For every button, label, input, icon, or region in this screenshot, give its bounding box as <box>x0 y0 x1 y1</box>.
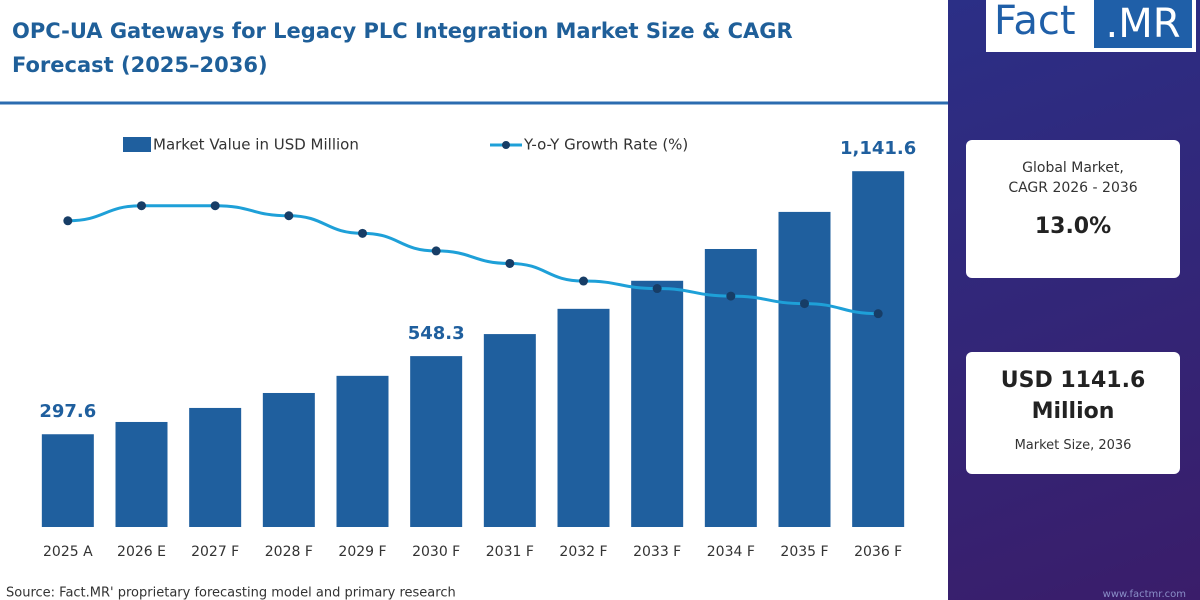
card-label: CAGR 2026 - 2036 <box>1008 180 1138 196</box>
line-marker <box>873 309 883 319</box>
data-label: 297.6 <box>39 401 96 422</box>
card-label: Global Market, <box>1022 160 1124 176</box>
x-tick-label: 2026 E <box>117 544 166 560</box>
size-card: USD 1141.6 Million Market Size, 2036 <box>966 352 1180 474</box>
bar <box>631 280 684 527</box>
line-marker <box>210 201 220 211</box>
x-tick-label: 2025 A <box>43 544 93 560</box>
x-tick-label: 2027 F <box>191 544 239 560</box>
logo-text: .MR <box>1094 0 1192 48</box>
logo: Fact .MR <box>986 0 1196 52</box>
x-tick-label: 2036 F <box>854 544 902 560</box>
line-marker <box>579 276 588 286</box>
card-value: Million <box>1031 399 1115 424</box>
data-label: 1,141.6 <box>840 138 916 159</box>
line-marker <box>63 216 73 226</box>
bar <box>41 434 94 527</box>
x-tick-label: 2032 F <box>559 544 607 560</box>
bar <box>852 171 905 527</box>
source-note: Source: Fact.MR' proprietary forecasting… <box>6 586 456 600</box>
line-marker <box>726 291 736 301</box>
bar <box>262 392 315 527</box>
card-value: 13.0% <box>1034 214 1112 239</box>
bar <box>557 308 610 527</box>
website: www.factmr.com <box>1102 589 1186 600</box>
legend-swatch <box>502 141 510 149</box>
bar <box>189 407 242 527</box>
chart-title: OPC-UA Gateways for Legacy PLC Integrati… <box>12 19 793 77</box>
bar <box>115 421 168 527</box>
bar <box>410 356 463 527</box>
line-marker <box>137 201 146 211</box>
data-label: 548.3 <box>408 323 465 344</box>
line-marker <box>800 299 809 309</box>
x-tick-label: 2028 F <box>265 544 313 560</box>
chart: Source: Fact.MR' proprietary forecasting… <box>0 101 948 600</box>
bar <box>336 375 389 527</box>
cagr-card: Global Market, CAGR 2026 - 2036 13.0% <box>966 140 1180 278</box>
x-tick-label: 2033 F <box>633 544 681 560</box>
card-value: USD 1141.6 <box>1000 368 1146 393</box>
bar <box>704 248 757 527</box>
logo-text: Fact <box>994 0 1076 44</box>
bar <box>483 334 536 527</box>
line-marker <box>652 284 662 294</box>
x-tick-label: 2035 F <box>780 544 828 560</box>
x-tick-label: 2030 F <box>412 544 460 560</box>
line-marker <box>505 258 515 268</box>
legend-swatch <box>123 137 151 152</box>
x-tick-label: 2029 F <box>338 544 386 560</box>
x-tick-label: 2034 F <box>707 544 755 560</box>
line-marker <box>284 211 294 221</box>
line-marker <box>431 246 441 256</box>
line-marker <box>358 228 367 238</box>
side-panel: Fact .MR Global Market, CAGR 2026 - 2036… <box>948 0 1200 600</box>
legend-label: Y-o-Y Growth Rate (%) <box>523 136 688 154</box>
legend-label: Market Value in USD Million <box>153 136 359 154</box>
bar <box>778 211 831 527</box>
x-tick-label: 2031 F <box>486 544 534 560</box>
card-label: Market Size, 2036 <box>1014 438 1132 453</box>
